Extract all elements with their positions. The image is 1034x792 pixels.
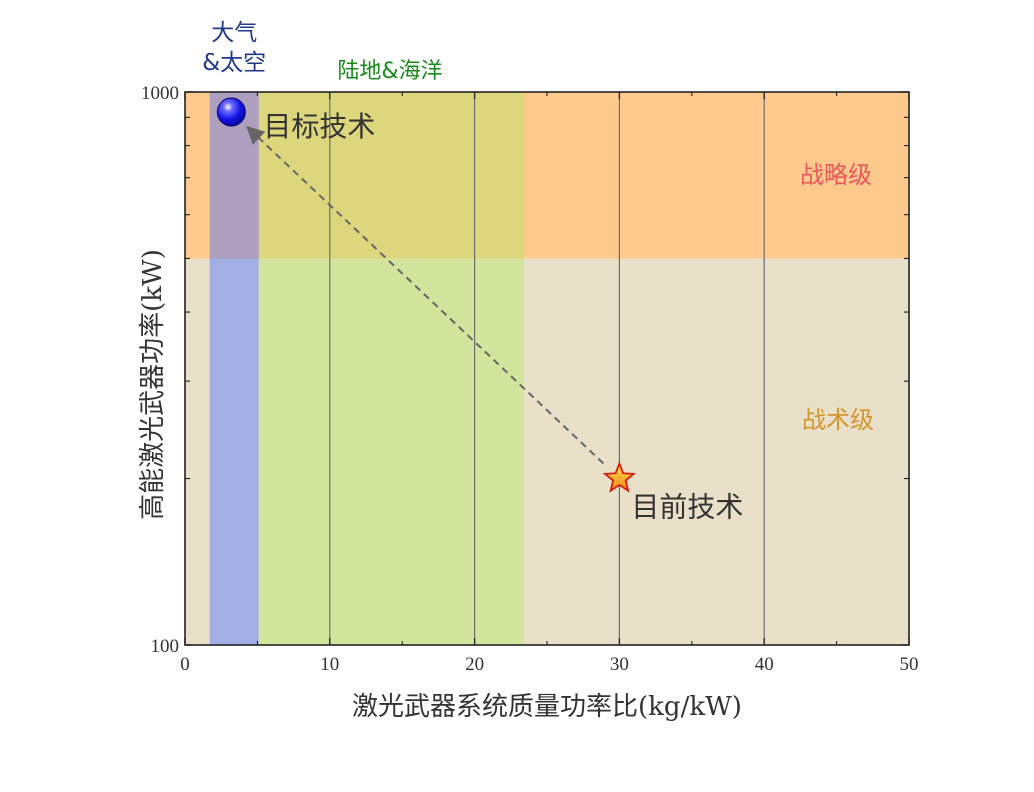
y-tick-label: 1000 (141, 83, 179, 104)
grid-lines (329, 92, 765, 645)
tactical-level-label: 战术级 (802, 406, 874, 434)
sphere-body (216, 97, 246, 127)
land-sea-label: 陆地&海洋 (337, 59, 442, 84)
air-space-label: 大气 (211, 20, 257, 46)
region-overlap-2 (258, 92, 524, 259)
target-tech-label: 目标技术 (263, 110, 375, 143)
trend-arrow (246, 125, 605, 465)
target-tech-marker[interactable] (216, 97, 246, 127)
current-tech-label: 目前技术 (631, 491, 743, 524)
x-tick-label: 40 (755, 654, 774, 675)
x-tick-label: 30 (610, 654, 629, 675)
x-tick-label: 10 (320, 654, 339, 675)
x-tick-label: 20 (465, 654, 484, 675)
background-regions (185, 92, 909, 645)
data-points (216, 97, 637, 493)
air-space-label-line2: &太空 (202, 50, 266, 76)
y-tick-label: 100 (151, 636, 180, 657)
x-axis-title: 激光武器系统质量功率比(kg/kW) (352, 692, 742, 722)
current-tech-marker[interactable] (602, 461, 637, 493)
x-tick-label: 0 (180, 654, 190, 675)
annotations (246, 125, 605, 465)
strategic-level-label: 战略级 (800, 161, 872, 189)
axis-ticks: 0 10 20 30 40 50 100 1000 (141, 83, 919, 675)
y-axis-title: 高能激光武器功率(kW) (138, 249, 168, 520)
x-tick-label: 50 (900, 654, 919, 675)
